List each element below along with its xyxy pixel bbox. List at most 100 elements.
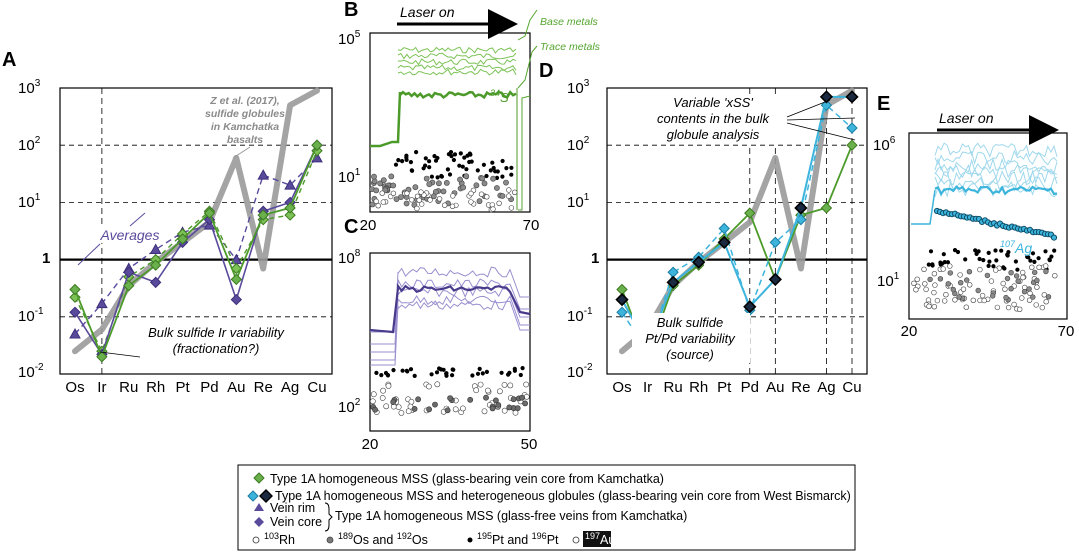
e-rh-dot bbox=[934, 297, 941, 304]
vein-rim-point-ir bbox=[96, 297, 108, 309]
b-os-dot bbox=[499, 193, 506, 199]
averages-label: Averages bbox=[100, 227, 160, 243]
c-os-dot bbox=[492, 397, 499, 404]
b-pt-dot bbox=[464, 167, 469, 172]
panel-d: D 103 102 101 1 10-1 10-2 Os Ir Ru Rh Pt Pd Au… bbox=[539, 60, 868, 396]
e-rh-dot bbox=[914, 276, 920, 282]
c-pt-dot bbox=[437, 366, 442, 371]
x-tick-pd: Pd bbox=[200, 379, 218, 396]
green-avg-line bbox=[74, 144, 318, 360]
d-y-tick-1000: 103 bbox=[567, 78, 590, 97]
b-metal-trace-0 bbox=[397, 46, 517, 54]
trace-metals-label: Trace metals bbox=[540, 41, 601, 53]
e-pre-trace bbox=[911, 189, 936, 225]
c-rh-dot bbox=[408, 398, 415, 405]
b-rh-dot bbox=[484, 194, 490, 200]
b-x-tick-20: 20 bbox=[360, 217, 377, 234]
reference-label-2: sulfide globules bbox=[205, 108, 285, 120]
legend-row-1: Type 1A homogeneous MSS (glass-bearing v… bbox=[270, 472, 664, 486]
b-pt-dot bbox=[484, 173, 489, 179]
c-os-dot bbox=[411, 405, 418, 412]
green-avg-point-cu bbox=[311, 139, 323, 151]
x-tick-ir: Ir bbox=[643, 379, 652, 396]
b-pt-dot bbox=[404, 157, 409, 162]
c-pt-dot bbox=[405, 369, 410, 374]
e-rh-dot bbox=[943, 292, 949, 298]
c-os-dot bbox=[447, 395, 453, 401]
e-rh-dot bbox=[1020, 274, 1026, 281]
e-y-tick-top: 106 bbox=[873, 135, 896, 154]
e-light-trace-1 bbox=[934, 149, 1058, 166]
c-light-trace-4 bbox=[370, 299, 530, 366]
e-pt-dot bbox=[1013, 259, 1019, 264]
vein-core-point-rh bbox=[149, 276, 162, 289]
b-pt-dot bbox=[504, 166, 509, 171]
b-rh-dot bbox=[427, 197, 433, 203]
e-os-dot bbox=[984, 272, 991, 279]
e-rh-dot bbox=[1042, 263, 1049, 269]
e-os-dot bbox=[937, 276, 944, 282]
legend-frame bbox=[237, 464, 856, 551]
e-rh-dot bbox=[931, 271, 938, 277]
trace-metals-bracket bbox=[518, 95, 531, 211]
b-pt-dot bbox=[509, 165, 514, 170]
b-x-tick-70: 70 bbox=[523, 217, 540, 234]
xss-pointer-2 bbox=[786, 117, 856, 121]
y-tick-labels-a: 103 102 101 1 10-1 10-2 bbox=[18, 78, 50, 381]
panel-label-d: D bbox=[539, 60, 553, 82]
b-rh-dot bbox=[468, 199, 474, 205]
e-pt-dot bbox=[1032, 259, 1037, 265]
c-rh-dot bbox=[380, 387, 386, 394]
c-rh-dot bbox=[425, 383, 432, 390]
legend-rh: 103Rh bbox=[264, 531, 295, 547]
c-pt-dot bbox=[499, 370, 504, 375]
b-y-tick-bottom: 101 bbox=[338, 167, 361, 186]
e-light-trace-4 bbox=[934, 169, 1058, 186]
b-rh-dot bbox=[419, 201, 425, 207]
b-pt-dot bbox=[445, 167, 451, 172]
e-pt-dot bbox=[955, 249, 961, 255]
e-pt-dot bbox=[993, 248, 998, 253]
b-os-dot bbox=[430, 193, 437, 200]
c-rh-dot bbox=[385, 382, 392, 389]
green-d-point-ag bbox=[820, 202, 833, 214]
xss-pointer-3 bbox=[786, 122, 856, 141]
b-pt-dot bbox=[458, 151, 463, 156]
c-rh-dot bbox=[523, 381, 529, 388]
b-rh-dot bbox=[468, 190, 474, 197]
c-pt-dot bbox=[374, 370, 379, 376]
b-rh-dot bbox=[414, 205, 420, 212]
e-pt-dot bbox=[1047, 258, 1052, 263]
c-pt-dot bbox=[450, 367, 455, 372]
b-rh-dot bbox=[511, 189, 518, 196]
c-rh-dot bbox=[434, 381, 441, 388]
x-tick-labels-a: Os Ir Ru Rh Pt Pd Au Re Ag Cu bbox=[65, 379, 326, 396]
c-main-trace bbox=[369, 282, 531, 334]
b-os-dot bbox=[476, 198, 483, 205]
ir-variability-label-2: (fractionation?) bbox=[173, 341, 260, 356]
c-os-dot bbox=[444, 407, 451, 414]
x-tick-re: Re bbox=[791, 379, 810, 396]
e-pt-dot bbox=[977, 256, 982, 262]
trace-metals-pointer bbox=[517, 45, 538, 89]
legend-rh-dot bbox=[252, 536, 260, 544]
e-rh-dot bbox=[970, 297, 976, 303]
panel-label-a: A bbox=[2, 49, 16, 71]
e-pt-dot bbox=[941, 252, 946, 257]
legend-vein-rim: Vein rim bbox=[270, 501, 315, 515]
b-metal-trace-2 bbox=[397, 58, 517, 66]
e-rh-dot bbox=[931, 304, 937, 310]
b-pt-dot bbox=[427, 159, 432, 164]
x-tick-re: Re bbox=[254, 379, 273, 396]
e-rh-dot bbox=[963, 304, 969, 310]
e-os-dot bbox=[1030, 294, 1036, 300]
plot-frame-e bbox=[908, 132, 1068, 320]
e-os-dot bbox=[966, 269, 973, 275]
averages-pointer-2 bbox=[77, 243, 101, 266]
e-pt-dot bbox=[986, 250, 991, 255]
e-rh-dot bbox=[994, 304, 1001, 311]
legend-green-diamond bbox=[253, 472, 265, 484]
b-os-dot bbox=[493, 185, 500, 191]
e-pt-dot bbox=[994, 258, 999, 263]
e-rh-dot bbox=[913, 287, 919, 293]
